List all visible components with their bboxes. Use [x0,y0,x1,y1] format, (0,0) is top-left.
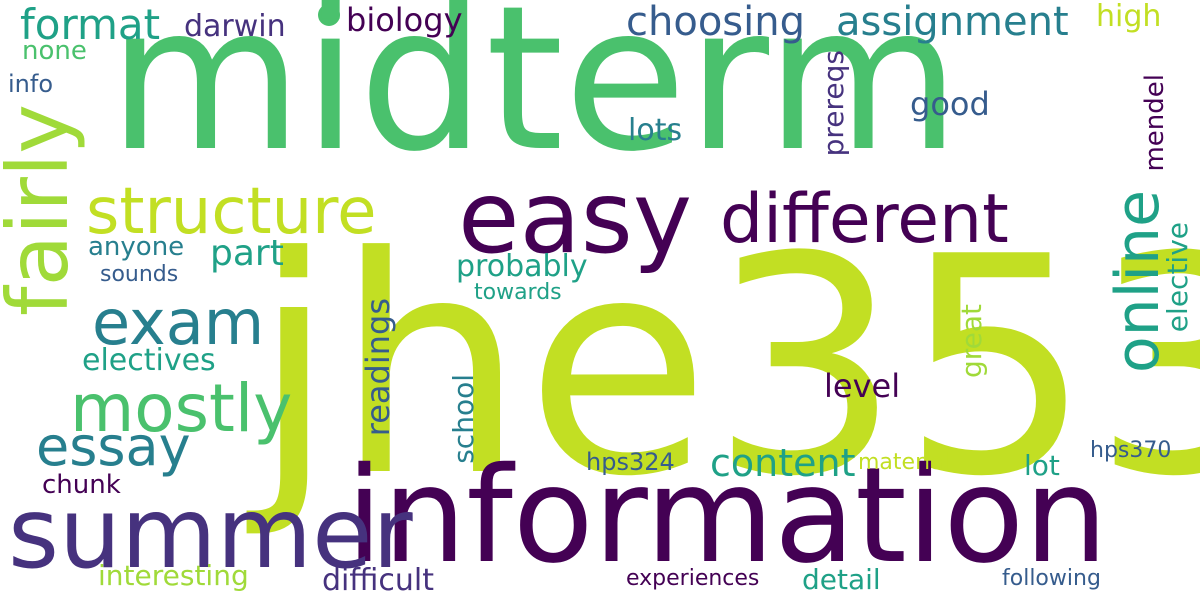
word-good: good [910,85,990,123]
word-probably: probably [456,249,588,284]
word-mendel: mendel [1140,74,1170,172]
word-anyone: anyone [88,232,185,262]
word-exam: exam [92,286,265,359]
word-electives: electives [82,343,216,378]
word-jhe353: jhe353 [252,193,1200,542]
word-darwin: darwin [184,9,286,44]
word-assignment: assignment [836,0,1069,45]
word-biology: biology [346,1,463,39]
word-online: online [1103,190,1173,374]
word-mostly: mostly [70,370,293,447]
word-school: school [447,374,480,464]
word-material: material [858,450,950,475]
word-essay: essay [36,415,191,478]
word-detail: detail [802,563,881,596]
word-chunk: chunk [42,470,121,500]
word-none: none [22,36,87,66]
word-information: information [346,439,1108,593]
word-difficult: difficult [322,563,434,598]
dot-mark [318,4,340,26]
word-readings: readings [359,298,397,437]
word-different: different [720,180,1009,259]
word-structure: structure [86,175,377,249]
word-level: level [824,367,901,405]
word-part: part [210,233,284,274]
word-format: format [20,0,161,49]
word-sounds: sounds [100,262,179,287]
word-summer: summer [8,477,413,591]
word-content: content [710,441,856,485]
word-fairly: fairly [0,104,87,316]
word-choosing: choosing [626,0,805,45]
word-easy: easy [458,159,693,276]
word-experiences: experiences [626,566,760,591]
word-elective: elective [1161,222,1194,333]
word-interesting: interesting [98,559,249,592]
word-prereqs: prereqs [817,50,850,157]
word-following: following [1002,566,1101,591]
word-towards: towards [474,280,562,305]
word-high: high [1096,0,1162,34]
word-info: info [8,70,54,98]
word-hps324: hps324 [586,448,675,476]
word-lot: lot [1024,449,1060,482]
word-great: great [955,304,988,379]
word-hps370: hps370 [1090,438,1172,463]
word-lots: lots [628,113,683,148]
word-midterm: midterm [108,0,961,196]
